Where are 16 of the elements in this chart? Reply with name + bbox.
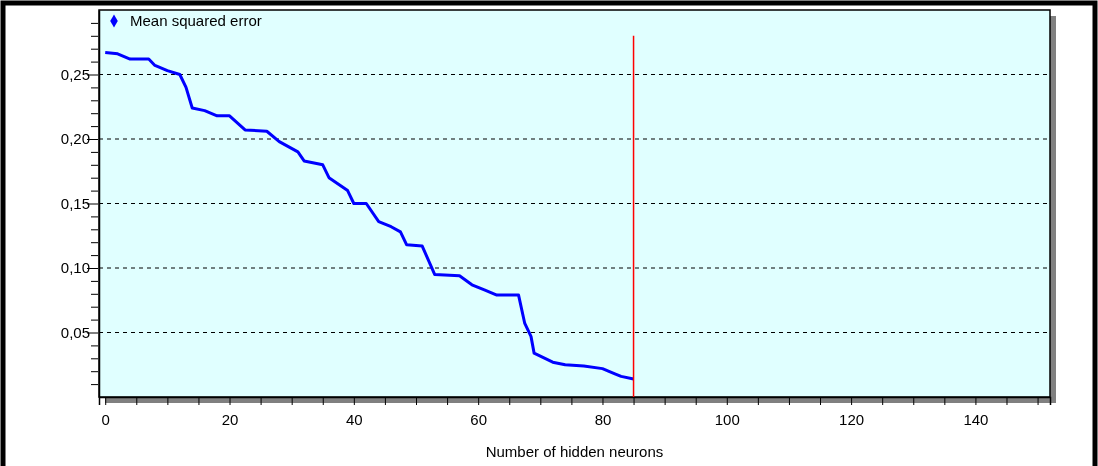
y-tick-label: 0,05 [60,323,90,341]
x-tick-label: 0 [101,410,110,428]
x-tick-label: 140 [963,410,989,428]
y-tick-label: 0,10 [60,259,90,277]
y-tick-label: 0,25 [60,65,90,83]
y-tick-label: 0,15 [60,194,90,212]
y-tick-label: 0,20 [60,130,90,148]
x-tick-label: 60 [470,410,487,428]
x-tick-label: 100 [714,410,740,428]
x-tick-label: 20 [221,410,239,428]
x-tick-label: 120 [839,410,865,428]
x-axis-title: Number of hidden neurons [485,443,664,460]
legend-label: Mean squared error [130,12,262,29]
x-tick-label: 40 [346,410,363,428]
x-tick-label: 80 [594,410,612,428]
line-series [103,51,636,381]
